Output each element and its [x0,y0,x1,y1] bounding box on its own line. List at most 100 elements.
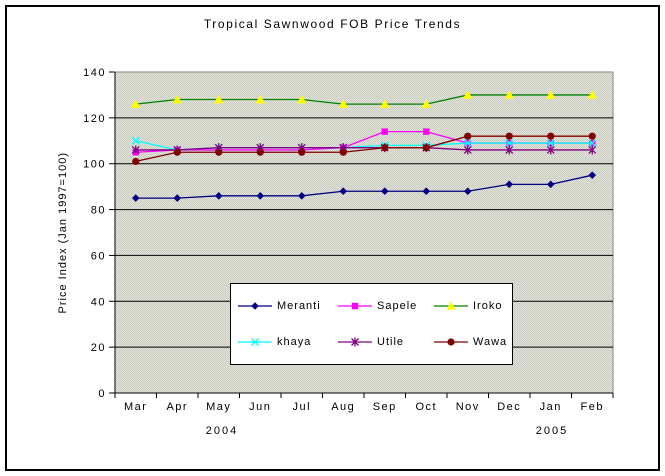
series-marker-meranti [463,187,472,196]
legend-item-iroko: Iroko [434,299,502,313]
x-tick-label-sep: Sep [373,401,397,413]
series-marker-meranti [256,192,265,200]
series-marker-iroko [172,94,183,104]
y-tick-label: 0 [98,388,106,400]
diamond-marker-icon [251,302,259,310]
series-marker-meranti [297,192,306,200]
series-marker-meranti [546,180,555,189]
x-tick-label-jul: Jul [292,401,311,413]
chart-title: Tropical Sawnwood FOB Price Trends [203,17,462,31]
series-marker-wawa [464,132,472,140]
legend-item-sapele: Sapele [338,299,417,313]
x-axis-year-2004: 2004 [205,425,239,437]
series-marker-utile [546,145,555,155]
series-marker-meranti [131,194,140,202]
x-tick-label-mar: Mar [124,401,147,413]
legend-item-utile: Utile [338,335,404,349]
y-tick-label: 60 [91,250,106,262]
series-marker-wawa [422,144,430,152]
series-marker-meranti [339,187,348,196]
legend-item-wawa: Wawa [434,335,507,349]
legend-swatch-meranti [238,302,272,310]
series-marker-wawa [173,148,181,156]
legend-swatch-sapele [338,302,372,310]
x-tick-label-aug: Aug [331,401,355,413]
legend-swatch-iroko [434,301,468,310]
series-marker-khaya [588,139,597,148]
y-tick-label: 20 [91,342,106,354]
legend-label-khaya: khaya [277,336,312,348]
square-marker-icon [351,302,359,310]
y-tick-label: 40 [91,296,106,308]
legend-label-meranti: Meranti [277,300,321,312]
series-marker-meranti [214,192,223,200]
series-marker-khaya [463,139,472,148]
legend-swatch-khaya [238,338,272,346]
legend-item-meranti: Meranti [238,299,321,313]
series-marker-iroko [130,99,141,108]
y-tick-label: 120 [83,113,106,125]
series-marker-utile [588,145,597,155]
series-marker-meranti [422,187,431,196]
series-marker-wawa [505,132,513,140]
triangle-marker-icon [446,301,456,310]
series-line-meranti [135,174,593,199]
series-marker-wawa [256,148,264,156]
legend-label-iroko: Iroko [473,300,503,312]
series-marker-meranti [505,180,514,189]
series-marker-wawa [547,132,555,140]
series-marker-wawa [132,157,140,166]
series-marker-meranti [588,171,597,179]
series-marker-sapele [381,128,388,135]
series-marker-iroko [338,99,349,108]
x-axis-year-2005: 2005 [535,425,569,437]
series-marker-iroko [379,99,390,108]
series-marker-iroko [545,90,556,99]
series-marker-khaya [546,139,555,148]
y-tick-label: 140 [83,67,106,79]
x-tick-label-jun: Jun [249,401,271,413]
series-marker-wawa [339,148,347,156]
x-tick-label-feb: Feb [581,401,604,413]
x-marker-icon [251,338,259,346]
series-marker-wawa [298,148,306,156]
x-tick-label-jan: Jan [540,401,562,413]
series-marker-utile [463,145,472,155]
legend-swatch-wawa [434,338,468,346]
x-tick-label-oct: Oct [415,401,437,413]
star-marker-icon [351,337,359,347]
circle-marker-icon [447,338,455,346]
series-marker-khaya [131,136,140,145]
x-tick-label-dec: Dec [497,401,521,413]
series-marker-khaya [505,139,514,148]
series-marker-iroko [213,94,224,104]
series-line-utile [135,147,593,151]
legend-label-wawa: Wawa [473,336,508,348]
series-marker-iroko [296,94,307,104]
legend: Meranti Sapele Iroko khaya Utile Wawa [230,283,513,365]
legend-item-khaya: khaya [238,335,311,349]
series-marker-utile [131,145,140,155]
series-marker-utile [505,145,514,155]
series-line-iroko [135,94,593,105]
legend-swatch-utile [338,337,372,347]
legend-label-utile: Utile [377,336,405,348]
y-tick-label: 80 [91,205,106,217]
legend-label-sapele: Sapele [377,300,418,312]
series-marker-sapele [423,128,430,135]
series-marker-meranti [173,194,182,202]
series-marker-iroko [504,90,515,99]
y-tick-label: 100 [83,159,106,171]
x-tick-label-apr: Apr [166,401,188,413]
series-marker-wawa [215,148,223,156]
x-tick-label-nov: Nov [456,401,480,413]
series-marker-iroko [462,90,473,99]
series-marker-iroko [421,99,432,108]
series-marker-iroko [587,90,598,99]
x-tick-label-may: May [206,401,231,413]
series-marker-wawa [588,132,596,140]
series-line-wawa [135,135,593,163]
series-marker-wawa [381,144,389,152]
